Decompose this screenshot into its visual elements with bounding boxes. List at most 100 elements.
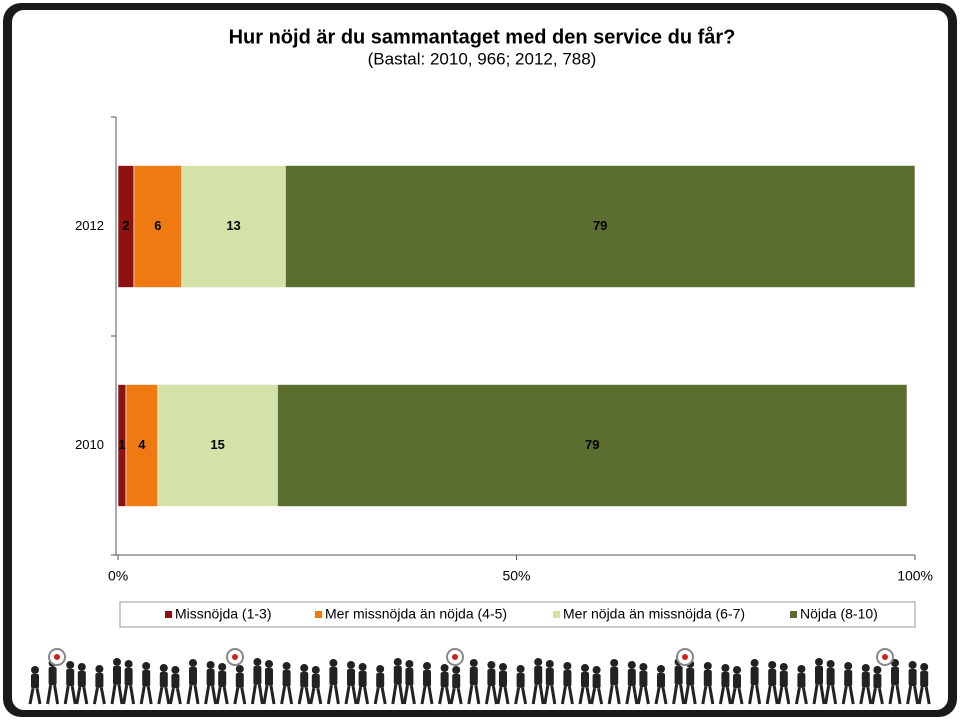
silhouette-head: [218, 663, 227, 671]
silhouette-head: [826, 660, 835, 668]
silhouette-head: [452, 666, 461, 674]
silhouette-head: [300, 664, 309, 672]
silhouette-leg: [913, 685, 920, 705]
silhouette-leg: [848, 686, 855, 705]
silhouette-body: [218, 671, 227, 687]
silhouette-leg: [99, 687, 106, 705]
silhouette-head: [873, 666, 882, 674]
silhouette-leg: [75, 686, 82, 705]
silhouette-leg: [496, 686, 503, 705]
silhouette-leg: [70, 685, 77, 705]
silhouette-body: [235, 673, 244, 688]
silhouette-leg: [333, 684, 340, 705]
silhouette-leg: [917, 686, 924, 705]
silhouette-leg: [117, 684, 124, 705]
silhouette-leg: [484, 685, 491, 705]
silhouette-body: [171, 674, 180, 689]
data-label: 1: [118, 437, 125, 452]
silhouette-body: [66, 669, 75, 687]
silhouette-leg: [146, 686, 153, 705]
silhouette-head: [733, 666, 741, 674]
y-tick-label: 2010: [75, 437, 104, 452]
silhouette-body: [581, 672, 589, 688]
silhouette-head: [750, 659, 759, 667]
silhouette-leg: [175, 688, 182, 705]
silhouette-body: [393, 666, 402, 685]
silhouette-leg: [870, 688, 877, 705]
silhouette-leg: [304, 687, 311, 705]
silhouette-leg: [683, 685, 690, 705]
silhouette-head: [908, 661, 917, 669]
x-tick-label: 0%: [108, 568, 128, 584]
silhouette-body: [920, 671, 929, 687]
silhouette-leg: [521, 687, 528, 705]
silhouette-leg: [380, 687, 387, 705]
silhouette-body: [77, 671, 86, 687]
silhouette-head: [31, 666, 39, 674]
silhouette-leg: [257, 684, 264, 705]
silhouette-body: [674, 666, 683, 685]
silhouette-leg: [204, 685, 211, 705]
legend-label: Nöjda (8-10): [800, 606, 878, 622]
legend-swatch: [553, 611, 560, 618]
x-tick-label: 100%: [897, 568, 933, 584]
y-tick-label: 2012: [75, 218, 104, 233]
silhouette-leg: [708, 686, 715, 705]
silhouette-leg: [449, 688, 456, 705]
silhouette-body: [347, 669, 355, 687]
silhouette-leg: [701, 686, 708, 705]
silhouette-leg: [297, 687, 304, 705]
silhouette-leg: [730, 688, 737, 705]
silhouette-head: [861, 664, 870, 672]
silhouette-leg: [467, 684, 474, 705]
silhouette-leg: [748, 684, 755, 705]
silhouette-leg: [636, 686, 643, 705]
silhouette-leg: [240, 687, 247, 705]
silhouette-leg: [819, 684, 826, 705]
silhouette-leg: [280, 686, 287, 705]
silhouette-leg: [168, 688, 175, 705]
legend-label: Mer missnöjda än nöjda (4-5): [325, 606, 507, 622]
silhouette-leg: [725, 687, 732, 705]
silhouette-leg: [824, 685, 831, 705]
silhouette-body: [31, 674, 39, 689]
silhouette-leg: [53, 684, 60, 705]
silhouette-head: [405, 660, 414, 668]
silhouette-leg: [614, 684, 621, 705]
silhouette-body: [721, 672, 730, 688]
silhouette-leg: [597, 688, 604, 705]
silhouette-body: [627, 669, 636, 687]
silhouette-head: [159, 664, 168, 672]
silhouette-leg: [63, 685, 70, 705]
silhouette-leg: [924, 686, 931, 705]
silhouette-head: [206, 661, 215, 669]
silhouette-leg: [233, 687, 240, 705]
silhouette-leg: [427, 686, 434, 705]
silhouette-body: [750, 667, 759, 686]
silhouette-leg: [895, 684, 902, 705]
silhouette-leg: [157, 687, 164, 705]
silhouette-body: [142, 670, 151, 687]
data-label: 2: [122, 218, 129, 233]
silhouette-leg: [503, 686, 510, 705]
bar-segment: [277, 384, 908, 507]
silhouette-head: [347, 661, 355, 669]
silhouette-leg: [531, 684, 538, 705]
silhouette-leg: [718, 687, 725, 705]
silhouette-leg: [110, 684, 117, 705]
silhouette-body: [592, 674, 601, 689]
silhouette-head: [189, 659, 197, 667]
silhouette-head: [563, 662, 572, 670]
silhouette-leg: [269, 685, 276, 705]
silhouette-body: [610, 667, 619, 686]
silhouette-leg: [35, 688, 42, 705]
silhouette-head: [440, 664, 449, 672]
silhouette-head: [376, 665, 385, 673]
silhouette-leg: [777, 686, 784, 705]
silhouette-leg: [567, 686, 574, 705]
silhouette-body: [516, 673, 525, 688]
silhouette-body: [639, 671, 648, 687]
silhouette-leg: [888, 684, 895, 705]
silhouette-head: [779, 663, 788, 671]
